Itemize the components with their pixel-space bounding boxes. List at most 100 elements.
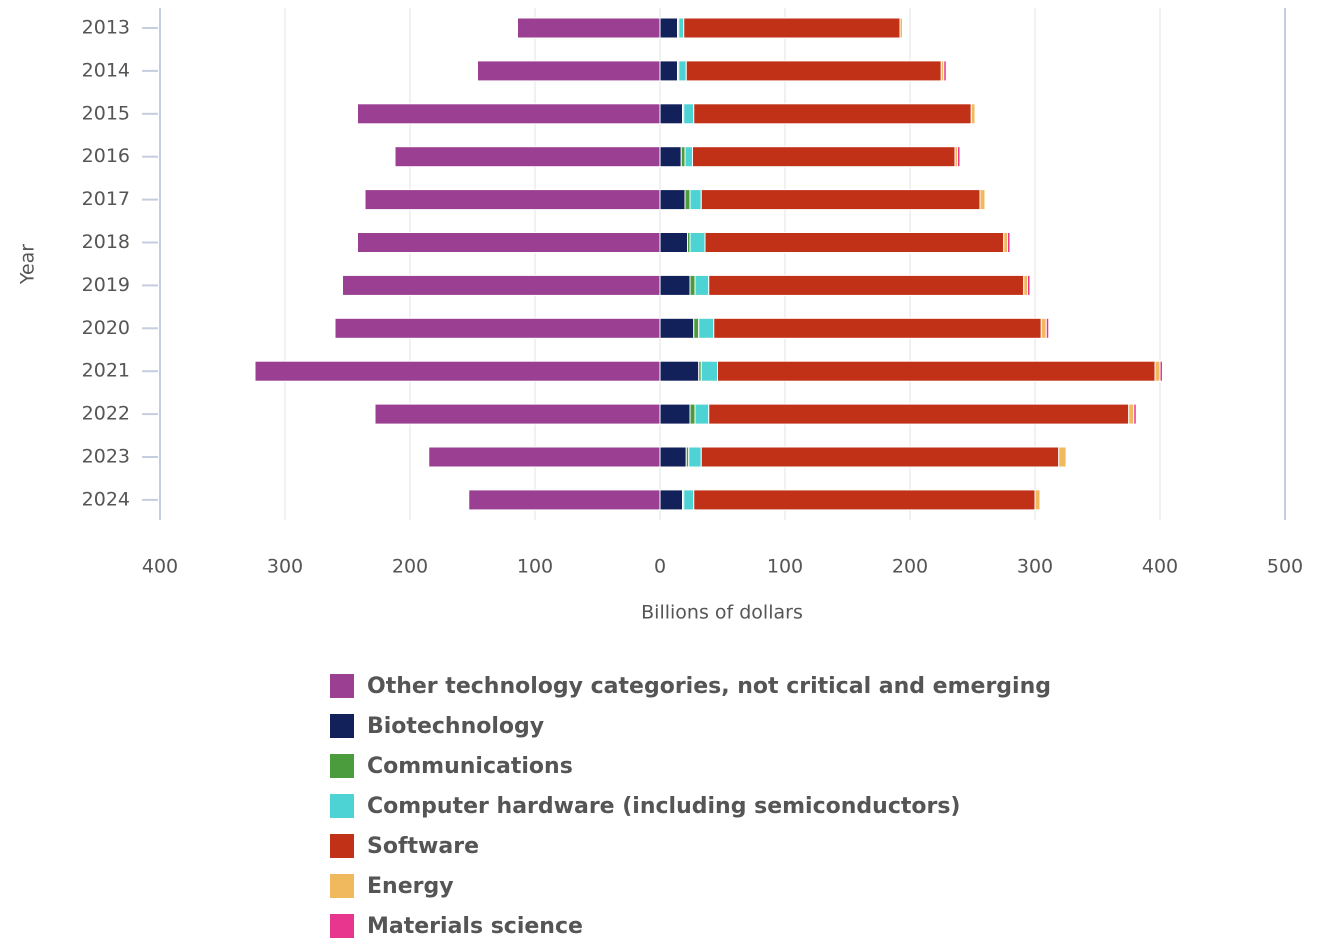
legend-label: Energy	[367, 874, 454, 899]
bar	[1154, 360, 1161, 382]
bar	[678, 17, 685, 39]
bar	[684, 189, 691, 211]
bar	[659, 446, 687, 468]
bar	[708, 403, 1130, 425]
legend-swatch	[330, 754, 354, 778]
legend-label: Software	[367, 834, 479, 859]
bar	[984, 189, 987, 211]
bar	[688, 446, 702, 468]
bar	[1133, 403, 1137, 425]
y-tick-label: 2018	[82, 231, 130, 253]
y-axis-title: Year	[17, 244, 39, 285]
legend-swatch	[330, 674, 354, 698]
bar	[693, 489, 1036, 511]
bar	[970, 103, 976, 125]
x-tick-label: 300	[267, 556, 303, 578]
bar	[1065, 446, 1068, 468]
bar	[659, 403, 691, 425]
bar	[1040, 317, 1047, 339]
bar	[678, 60, 687, 82]
bar	[1027, 274, 1031, 296]
bar	[428, 446, 661, 468]
bar	[694, 274, 710, 296]
x-tick-label: 200	[892, 556, 928, 578]
x-tick-label: 200	[392, 556, 428, 578]
bar	[1058, 446, 1067, 468]
bar	[254, 360, 661, 382]
bar	[689, 189, 702, 211]
bar	[974, 103, 977, 125]
bar	[1007, 232, 1011, 253]
bar	[468, 489, 661, 511]
legend-label: Computer hardware (including semiconduct…	[367, 794, 960, 819]
bar	[693, 103, 972, 125]
bar	[659, 103, 683, 125]
bar	[683, 489, 695, 511]
x-tick-label: 0	[654, 556, 666, 578]
y-tick-label: 2015	[82, 102, 130, 124]
bar	[704, 232, 1005, 253]
bar	[683, 103, 695, 125]
y-tick-label: 2019	[82, 274, 130, 296]
y-tick-label: 2020	[82, 317, 130, 339]
bar	[700, 189, 981, 211]
x-tick-label: 100	[767, 556, 803, 578]
bar	[684, 146, 693, 168]
bar	[943, 60, 947, 82]
bar	[680, 146, 686, 168]
bar	[394, 146, 661, 168]
bar	[659, 489, 683, 511]
bar	[1045, 317, 1050, 339]
bar	[685, 60, 942, 82]
bar	[659, 360, 700, 382]
legend-label: Communications	[367, 754, 573, 779]
bar	[477, 60, 661, 82]
x-tick-label: 100	[517, 556, 553, 578]
legend-swatch	[330, 914, 354, 938]
bar	[708, 274, 1025, 296]
bar	[1128, 403, 1135, 425]
y-tick-label: 2024	[82, 488, 130, 510]
bar	[1159, 360, 1163, 382]
bar	[689, 232, 706, 253]
bar	[713, 317, 1042, 339]
bar	[689, 274, 696, 296]
bar	[694, 403, 710, 425]
x-tick-label: 400	[1142, 556, 1178, 578]
legend-swatch	[330, 834, 354, 858]
y-tick-label: 2013	[82, 17, 130, 39]
bar	[659, 189, 686, 211]
bar	[1034, 489, 1041, 511]
bar	[700, 360, 718, 382]
bar	[689, 403, 696, 425]
legend-label: Materials science	[367, 914, 583, 939]
x-tick-label: 400	[142, 556, 178, 578]
x-tick-label: 300	[1017, 556, 1053, 578]
bar	[902, 17, 904, 39]
bar	[364, 189, 661, 211]
bar	[357, 232, 661, 253]
bar	[693, 317, 700, 339]
bar	[659, 274, 691, 296]
bar	[717, 360, 1156, 382]
bar	[517, 17, 661, 39]
bar	[683, 17, 901, 39]
bar	[700, 446, 1060, 468]
legend-swatch	[330, 714, 354, 738]
y-tick-label: 2016	[82, 145, 130, 167]
bar	[659, 60, 678, 82]
y-tick-label: 2014	[82, 59, 130, 81]
bar	[957, 146, 961, 168]
bar	[1003, 232, 1008, 253]
bar	[698, 317, 715, 339]
legend-label: Biotechnology	[367, 714, 544, 739]
bar	[1023, 274, 1028, 296]
y-tick-label: 2022	[82, 403, 130, 425]
bar	[374, 403, 661, 425]
bar	[334, 317, 661, 339]
y-tick-label: 2017	[82, 188, 130, 210]
bar	[342, 274, 661, 296]
y-tick-label: 2021	[82, 360, 130, 382]
bar	[692, 146, 956, 168]
